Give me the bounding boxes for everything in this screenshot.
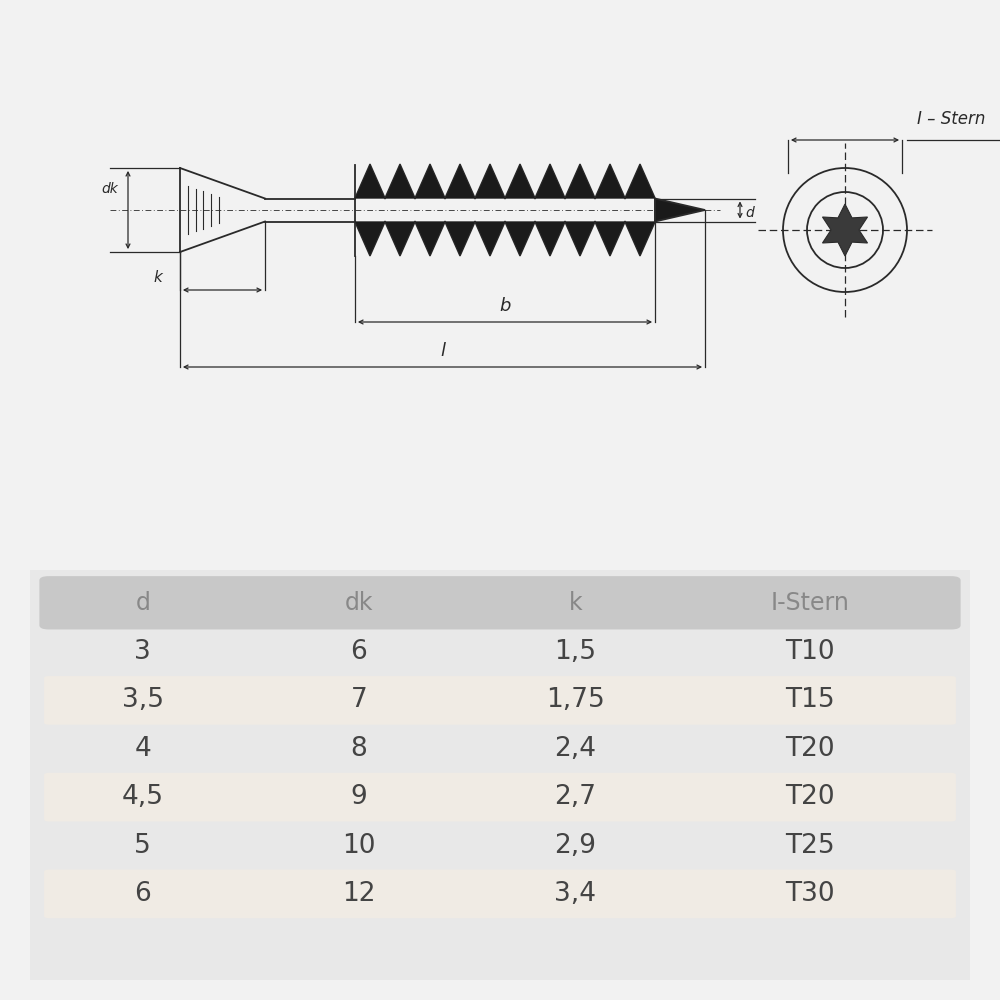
Polygon shape bbox=[565, 222, 595, 255]
Text: 3,4: 3,4 bbox=[554, 881, 596, 907]
Text: 9: 9 bbox=[351, 784, 367, 810]
Text: 2,9: 2,9 bbox=[554, 833, 596, 859]
Text: T10: T10 bbox=[785, 639, 835, 665]
Polygon shape bbox=[415, 222, 445, 255]
FancyBboxPatch shape bbox=[7, 560, 994, 990]
Polygon shape bbox=[475, 222, 505, 255]
Text: 5: 5 bbox=[134, 833, 151, 859]
Polygon shape bbox=[535, 164, 565, 198]
Text: 4: 4 bbox=[134, 736, 151, 762]
Text: 3: 3 bbox=[134, 639, 151, 665]
Polygon shape bbox=[385, 222, 415, 255]
Polygon shape bbox=[355, 164, 385, 198]
Text: b: b bbox=[499, 297, 511, 315]
Text: T20: T20 bbox=[785, 736, 835, 762]
Text: T15: T15 bbox=[785, 687, 835, 713]
Text: 2,4: 2,4 bbox=[554, 736, 596, 762]
Polygon shape bbox=[595, 164, 625, 198]
Polygon shape bbox=[565, 164, 595, 198]
Text: 6: 6 bbox=[134, 881, 151, 907]
Text: k: k bbox=[568, 591, 582, 615]
Text: l: l bbox=[440, 342, 445, 360]
Text: dk: dk bbox=[345, 591, 373, 615]
Polygon shape bbox=[535, 222, 565, 255]
Polygon shape bbox=[505, 222, 535, 255]
FancyBboxPatch shape bbox=[44, 870, 956, 918]
Text: I – Stern: I – Stern bbox=[917, 110, 985, 128]
Polygon shape bbox=[445, 164, 475, 198]
Polygon shape bbox=[595, 222, 625, 255]
Polygon shape bbox=[822, 204, 868, 256]
FancyBboxPatch shape bbox=[39, 576, 961, 629]
Text: k: k bbox=[154, 270, 162, 285]
Text: 4,5: 4,5 bbox=[122, 784, 164, 810]
FancyBboxPatch shape bbox=[44, 676, 956, 725]
Text: 1,5: 1,5 bbox=[554, 639, 596, 665]
Text: d: d bbox=[135, 591, 150, 615]
Text: dk: dk bbox=[102, 182, 118, 196]
Text: 12: 12 bbox=[342, 881, 376, 907]
Text: T25: T25 bbox=[785, 833, 835, 859]
Text: T30: T30 bbox=[785, 881, 835, 907]
Text: 10: 10 bbox=[342, 833, 376, 859]
Text: 7: 7 bbox=[351, 687, 367, 713]
Polygon shape bbox=[475, 164, 505, 198]
Polygon shape bbox=[625, 164, 655, 198]
Text: 3,5: 3,5 bbox=[122, 687, 164, 713]
Text: 8: 8 bbox=[351, 736, 367, 762]
FancyBboxPatch shape bbox=[21, 566, 979, 984]
Text: T20: T20 bbox=[785, 784, 835, 810]
Polygon shape bbox=[505, 164, 535, 198]
Polygon shape bbox=[385, 164, 415, 198]
Polygon shape bbox=[655, 198, 705, 222]
Text: 1,75: 1,75 bbox=[546, 687, 605, 713]
Text: I-Stern: I-Stern bbox=[771, 591, 850, 615]
Polygon shape bbox=[445, 222, 475, 255]
Text: 6: 6 bbox=[351, 639, 367, 665]
Polygon shape bbox=[625, 222, 655, 255]
Text: d: d bbox=[745, 206, 754, 220]
Polygon shape bbox=[415, 164, 445, 198]
Text: 2,7: 2,7 bbox=[554, 784, 596, 810]
Polygon shape bbox=[355, 222, 385, 255]
FancyBboxPatch shape bbox=[44, 773, 956, 821]
